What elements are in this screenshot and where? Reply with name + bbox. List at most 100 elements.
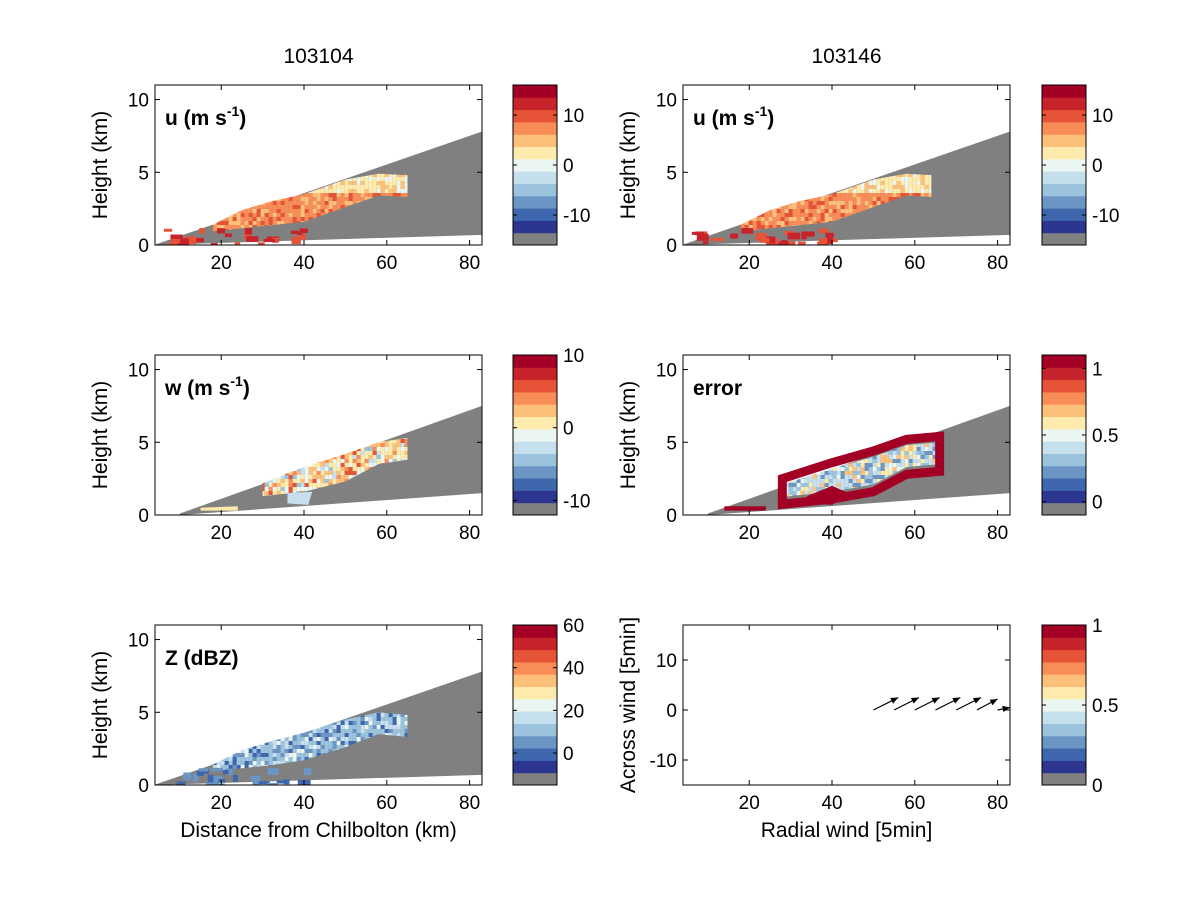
low-echo [266, 782, 279, 785]
colorbar-tick-label: 0 [1092, 493, 1103, 514]
colorbar-segment [1042, 748, 1086, 761]
colorbar-segment [513, 748, 557, 761]
colorbar-segment [513, 85, 557, 98]
y-tick-label: 0 [666, 236, 677, 257]
low-echo [276, 780, 287, 784]
colorbar-box [512, 354, 558, 516]
colorbar-segment [1042, 171, 1086, 184]
axes-box [154, 84, 483, 246]
colorbar-tick-label: 0 [1092, 776, 1103, 797]
low-echo [781, 240, 788, 245]
wind-arrow-head [910, 697, 919, 704]
low-echo [207, 774, 214, 783]
colorbar-tick-label: 0 [563, 744, 574, 765]
colorbar-segment [513, 674, 557, 688]
y-tick-label: 10 [128, 631, 149, 652]
colorbar-segment [513, 661, 557, 675]
low-echo [825, 232, 834, 238]
x-tick-label: 40 [293, 253, 314, 274]
wind-arrow-head [931, 697, 940, 704]
colorbar-segment [1042, 208, 1086, 221]
error-blob [807, 485, 849, 505]
colorbar-tick-label: 20 [563, 701, 584, 722]
low-echo [797, 241, 806, 245]
colorbar-segment [1042, 109, 1086, 123]
colorbar-segment [1042, 428, 1086, 442]
colorbar-tick-label: 0.5 [1092, 426, 1118, 447]
colorbar-tick-label: 0.5 [1092, 696, 1118, 717]
colorbar-segment [513, 686, 557, 700]
x-tick-label: 80 [987, 523, 1008, 544]
y-tick-label: 10 [128, 361, 149, 382]
low-echo [171, 237, 180, 244]
low-echo [299, 228, 309, 233]
x-tick-label: 60 [904, 793, 925, 814]
low-echo [176, 781, 186, 785]
low-echo [303, 767, 312, 776]
colorbar-tick-label: 0 [1092, 156, 1103, 177]
panel-label: u (m s-1) [693, 103, 774, 130]
x-tick-label: 60 [904, 253, 925, 274]
low-echo [267, 768, 279, 775]
colorbar-segment [513, 109, 557, 123]
x-tick-label: 80 [987, 793, 1008, 814]
colorbar-segment [1042, 478, 1086, 491]
colorbar-segment [1042, 391, 1086, 405]
low-echo [234, 242, 241, 245]
colorbar-segment [1042, 158, 1086, 172]
low-echo [257, 242, 265, 245]
colorbar-segment [513, 649, 557, 663]
colorbar-segment [513, 698, 557, 712]
colorbar-segment [513, 735, 557, 749]
axes-box [154, 624, 483, 786]
colorbar-segment [513, 478, 557, 491]
colorbar-segment [1042, 195, 1086, 209]
low-echo [702, 241, 709, 245]
low-echo [691, 231, 705, 235]
colorbar-segment [1042, 121, 1086, 135]
y-tick-label: 5 [666, 433, 677, 454]
low-echo [287, 491, 313, 505]
x-tick-label: 40 [821, 253, 842, 274]
y-axis-label: Across wind [5min] [617, 617, 640, 793]
colorbar-segment [513, 183, 557, 197]
y-tick-label: 10 [128, 91, 149, 112]
colorbar-segment [1042, 183, 1086, 197]
colorbar-segment [513, 97, 557, 111]
colorbar-segment [513, 490, 557, 504]
y-tick-label: 0 [138, 776, 149, 797]
low-echo [163, 228, 173, 232]
x-tick-label: 20 [739, 253, 760, 274]
colorbar-segment [513, 391, 557, 405]
plot-area [683, 131, 1010, 245]
low-echo [802, 231, 815, 237]
panel-label: w (m s-1) [164, 373, 250, 400]
y-tick-label: 0 [138, 506, 149, 527]
panel-label: Z (dBZ) [165, 647, 238, 670]
low-echo [296, 231, 303, 235]
wind-arrow-head [973, 697, 982, 704]
low-echo [222, 769, 229, 775]
panel-title: 103104 [283, 45, 353, 68]
low-echo [290, 230, 299, 235]
panel-u_103104: 20 40 60 80 0 5 10 Height (km) 103104 u (m s-1) 10… [89, 45, 590, 274]
colorbar-tick-label: -10 [563, 491, 590, 512]
colorbar-segment [513, 711, 557, 724]
scan-sector [683, 131, 1010, 245]
colorbar-segment [1042, 85, 1086, 98]
colorbar-segment [513, 355, 557, 368]
low-echo [246, 236, 259, 242]
y-tick-label: 5 [138, 703, 149, 724]
colorbar-segment [513, 625, 557, 638]
y-tick-label: 0 [666, 506, 677, 527]
colorbar-segment [1042, 735, 1086, 749]
colorbar-segment [513, 772, 557, 786]
low-echo [263, 238, 276, 243]
low-echo [218, 778, 226, 783]
y-axis-label: Height (km) [89, 651, 112, 760]
x-tick-label: 60 [376, 523, 397, 544]
x-tick-label: 60 [376, 253, 397, 274]
colorbar-segment [513, 220, 557, 234]
colorbar-segment [1042, 490, 1086, 504]
